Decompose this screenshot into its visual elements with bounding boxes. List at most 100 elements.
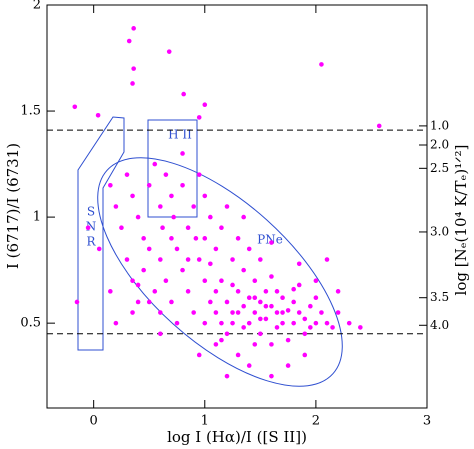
point <box>285 363 291 368</box>
point <box>296 282 302 288</box>
point <box>235 310 241 315</box>
point <box>169 193 174 199</box>
y-tick-label: 1 <box>33 210 41 225</box>
y2-tick-label: 3.5 <box>430 290 449 304</box>
x-tick-label: 3 <box>423 414 431 429</box>
point <box>163 172 169 177</box>
y2-tick-label: 3.0 <box>430 224 449 238</box>
point <box>219 320 224 326</box>
point <box>269 373 274 379</box>
point <box>319 62 324 67</box>
point <box>246 363 252 368</box>
point <box>130 310 135 315</box>
point <box>74 299 80 305</box>
point <box>274 289 280 294</box>
point <box>196 172 202 177</box>
point <box>280 310 285 315</box>
point <box>263 289 269 294</box>
point <box>346 320 352 326</box>
point <box>258 257 263 262</box>
point <box>358 325 363 330</box>
point <box>169 299 174 305</box>
point <box>174 320 180 326</box>
pne-label: PNe <box>257 233 283 247</box>
point <box>158 257 163 262</box>
point <box>158 310 163 315</box>
point <box>224 299 230 305</box>
point <box>169 236 174 241</box>
point <box>146 182 152 188</box>
point <box>302 331 308 337</box>
point <box>180 182 185 188</box>
point <box>258 316 263 322</box>
point <box>291 299 296 305</box>
point <box>291 286 296 292</box>
point <box>252 342 258 347</box>
point <box>241 325 246 330</box>
point <box>135 282 141 288</box>
point <box>324 257 330 262</box>
point <box>224 204 230 209</box>
point <box>152 289 158 294</box>
point <box>269 342 274 347</box>
point <box>124 257 130 262</box>
snr-label: R <box>86 235 96 249</box>
point <box>246 246 252 252</box>
x-tick-label: 1 <box>201 414 209 429</box>
plot-frame <box>46 4 428 409</box>
point <box>296 310 302 315</box>
point <box>235 352 241 358</box>
point <box>230 320 235 326</box>
point <box>269 303 274 309</box>
x-tick-label: 0 <box>90 414 98 429</box>
point <box>202 102 208 107</box>
point <box>296 261 302 267</box>
point <box>274 325 280 330</box>
x-tick-label: 2 <box>312 414 320 429</box>
point <box>230 282 235 288</box>
point <box>202 236 208 241</box>
point <box>219 225 224 231</box>
point <box>241 303 246 309</box>
point <box>185 289 191 294</box>
y-axis-label: I (6717)/I (6731) <box>4 143 22 269</box>
point <box>258 299 263 305</box>
point <box>158 204 163 209</box>
point <box>135 299 141 305</box>
point <box>285 308 291 313</box>
point <box>213 342 219 347</box>
point <box>246 295 252 301</box>
point <box>213 289 219 294</box>
point <box>124 172 130 177</box>
point <box>146 246 152 252</box>
point <box>95 112 101 118</box>
snr-label: S <box>87 205 95 219</box>
point <box>158 331 163 337</box>
point <box>131 66 136 71</box>
point <box>246 320 252 326</box>
point <box>141 236 146 241</box>
hii-label: H II <box>168 128 192 142</box>
point <box>130 278 135 284</box>
point <box>252 295 258 301</box>
point <box>202 193 208 199</box>
point <box>202 278 208 284</box>
point <box>208 299 213 305</box>
snr-label: N <box>86 220 97 234</box>
point <box>280 295 285 301</box>
y2-tick-label: 2.5 <box>430 161 449 175</box>
point <box>313 295 319 301</box>
point <box>191 204 196 209</box>
point <box>302 316 308 322</box>
point <box>235 289 241 294</box>
point <box>160 225 165 231</box>
y-tick-label: 1.5 <box>20 104 41 119</box>
point <box>269 274 274 279</box>
point <box>235 236 241 241</box>
point <box>185 257 191 262</box>
point <box>113 204 119 209</box>
point <box>313 320 319 326</box>
point <box>193 236 199 241</box>
point <box>180 267 185 273</box>
point <box>196 352 202 358</box>
